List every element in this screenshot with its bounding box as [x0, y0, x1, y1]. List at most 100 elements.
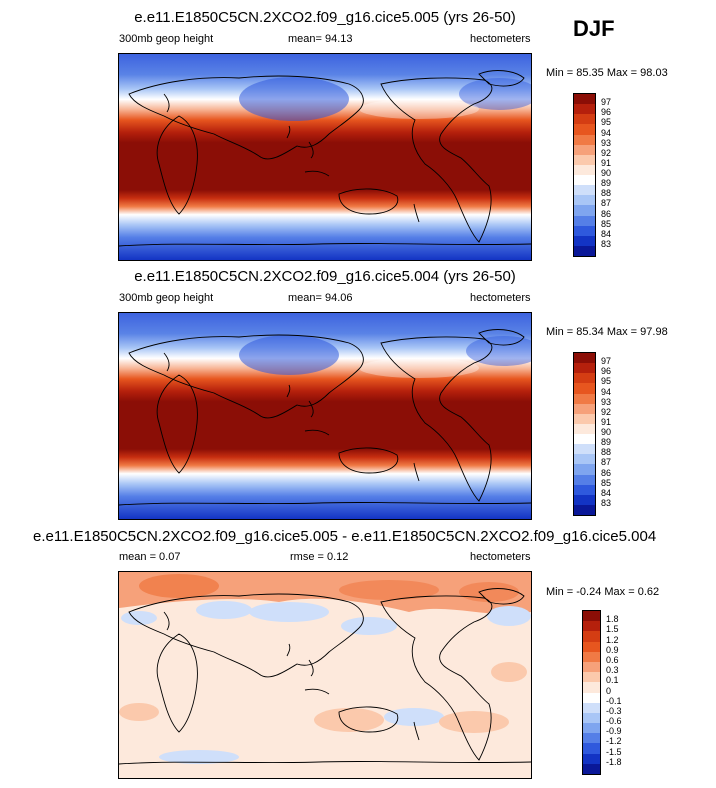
- panel-1-variable-label: 300mb geop height: [119, 33, 214, 45]
- colorbar-swatch: [574, 434, 595, 445]
- colorbar-swatch: [574, 494, 595, 505]
- colorbar-tick-label: 92: [601, 147, 612, 158]
- colorbar-tick-label: 0: [606, 685, 612, 696]
- colorbar-swatch: [574, 464, 595, 475]
- colorbar-tick-label: 92: [601, 406, 612, 417]
- colorbar-tick-label: 90: [601, 427, 612, 437]
- colorbar-tick-label: -1.5: [606, 746, 622, 757]
- colorbar-swatch: [574, 353, 595, 364]
- colorbar-swatch: [583, 641, 600, 652]
- panel-2-map: [118, 312, 532, 520]
- colorbar-swatch: [574, 154, 595, 165]
- colorbar-swatch: [574, 94, 595, 105]
- colorbar-tick-label: 1.8: [606, 614, 619, 625]
- colorbar-swatch: [574, 215, 595, 226]
- colorbar-tick-label: 83: [601, 497, 612, 508]
- colorbar-tick-label: -1.2: [606, 736, 622, 747]
- colorbar-tick-label: 83: [601, 238, 612, 249]
- colorbar-tick-label: 91: [601, 157, 612, 168]
- colorbar-tick-label: 93: [601, 396, 612, 407]
- panel-1-map: [118, 53, 532, 261]
- colorbar-swatch: [583, 611, 600, 622]
- panel-1-units-label: hectometers: [470, 33, 531, 45]
- colorbar-tick-label: 88: [601, 188, 612, 199]
- colorbar-swatch: [574, 185, 595, 196]
- colorbar-swatch: [583, 733, 600, 744]
- colorbar-swatch: [583, 712, 600, 724]
- panel-2-minmax: Min = 85.34 Max = 97.98: [546, 326, 668, 338]
- colorbar-tick-label: 96: [601, 107, 612, 118]
- colorbar-swatch: [574, 175, 595, 186]
- panel-2-units-label: hectometers: [470, 292, 531, 304]
- panel-2-mean-label: mean= 94.06: [288, 292, 353, 304]
- panel-1-minmax: Min = 85.35 Max = 98.03: [546, 67, 668, 79]
- panel-3-title: e.e11.E1850C5CN.2XCO2.f09_g16.cice5.005 …: [33, 528, 657, 545]
- colorbar-swatch: [574, 195, 595, 206]
- colorbar-swatch: [583, 723, 600, 734]
- panel-1-colorbar: [573, 93, 596, 257]
- colorbar-tick-label: 89: [601, 178, 612, 189]
- colorbar-tick-label: 97: [601, 356, 612, 367]
- colorbar-swatch: [574, 205, 595, 216]
- colorbar-swatch: [574, 104, 595, 115]
- panel-3-mean-label: mean = 0.07: [119, 551, 181, 563]
- panel-3-rmse-label: rmse = 0.12: [290, 551, 349, 563]
- colorbar-tick-label: 96: [601, 366, 612, 377]
- colorbar-tick-label: 84: [601, 228, 612, 239]
- colorbar-tick-label: 93: [601, 137, 612, 148]
- colorbar-tick-label: 85: [601, 218, 612, 229]
- colorbar-tick-label: -0.3: [606, 705, 622, 716]
- colorbar-swatch: [574, 124, 595, 135]
- colorbar-tick-label: 91: [601, 416, 612, 427]
- colorbar-swatch: [574, 373, 595, 384]
- colorbar-swatch: [574, 225, 595, 236]
- colorbar-swatch: [574, 484, 595, 495]
- colorbar-tick-label: 87: [601, 457, 612, 468]
- colorbar-tick-label: 0.3: [606, 665, 619, 676]
- colorbar-swatch: [583, 702, 600, 713]
- colorbar-tick-label: 94: [601, 386, 612, 397]
- colorbar-swatch: [574, 413, 595, 424]
- colorbar-swatch: [574, 474, 595, 485]
- colorbar-tick-label: 88: [601, 447, 612, 458]
- colorbar-swatch: [574, 403, 595, 414]
- panel-3-units-label: hectometers: [470, 551, 531, 563]
- colorbar-tick-label: 87: [601, 198, 612, 209]
- colorbar-swatch: [574, 454, 595, 465]
- colorbar-swatch: [583, 763, 600, 774]
- colorbar-tick-label: 97: [601, 97, 612, 108]
- panel-3-minmax: Min = -0.24 Max = 0.62: [546, 586, 660, 598]
- colorbar-swatch: [574, 235, 595, 246]
- colorbar-tick-label: 0.6: [606, 654, 619, 665]
- colorbar-tick-label: 0.9: [606, 644, 619, 655]
- colorbar-swatch: [574, 423, 595, 434]
- colorbar-tick-label: 86: [601, 467, 612, 478]
- colorbar-tick-label: 85: [601, 477, 612, 488]
- panel-2-colorbar: [573, 352, 596, 516]
- colorbar-swatch: [574, 114, 595, 125]
- panel-3-colorbar: [582, 610, 601, 775]
- colorbar-swatch: [574, 393, 595, 404]
- colorbar-swatch: [583, 692, 600, 703]
- colorbar-tick-label: 95: [601, 117, 612, 128]
- colorbar-tick-label: -0.6: [606, 716, 622, 727]
- panel-2-title: e.e11.E1850C5CN.2XCO2.f09_g16.cice5.004 …: [134, 268, 516, 285]
- colorbar-swatch: [583, 631, 600, 642]
- colorbar-swatch: [574, 144, 595, 155]
- colorbar-tick-label: -0.9: [606, 726, 622, 737]
- colorbar-swatch: [583, 672, 600, 683]
- colorbar-tick-label: 95: [601, 376, 612, 387]
- colorbar-swatch: [583, 753, 600, 764]
- colorbar-swatch: [583, 682, 600, 693]
- panel-1-title: e.e11.E1850C5CN.2XCO2.f09_g16.cice5.005 …: [134, 9, 516, 26]
- panel-1-mean-label: mean= 94.13: [288, 33, 353, 45]
- colorbar-tick-label: 94: [601, 127, 612, 138]
- colorbar-tick-label: 89: [601, 437, 612, 448]
- season-label: DJF: [573, 16, 615, 41]
- colorbar-swatch: [574, 444, 595, 455]
- colorbar-swatch: [583, 661, 600, 673]
- panel-3-map: [118, 571, 532, 779]
- colorbar-tick-label: 90: [601, 168, 612, 178]
- colorbar-tick-label: 84: [601, 487, 612, 498]
- colorbar-swatch: [583, 743, 600, 754]
